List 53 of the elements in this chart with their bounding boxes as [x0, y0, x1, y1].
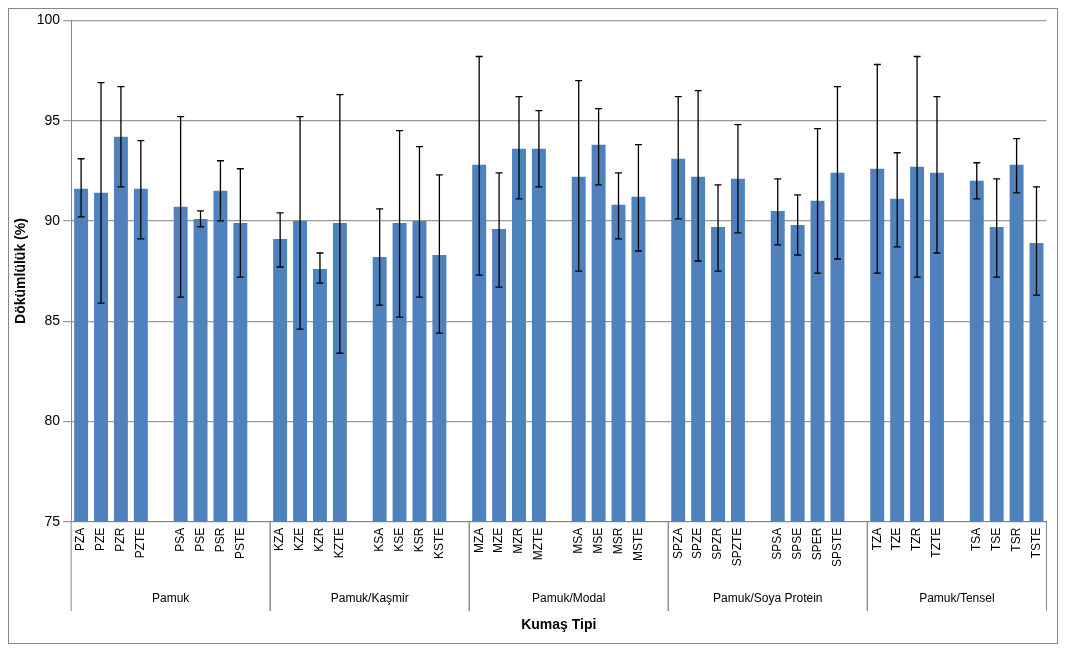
y-tick-label: 95	[44, 111, 61, 128]
y-axis-title: Dökümlülük (%)	[12, 218, 29, 324]
x-tick-label: MZE	[491, 527, 506, 553]
x-tick-label: SPZTE	[730, 527, 745, 567]
x-tick-label: MSA	[571, 527, 586, 554]
x-tick-label: TSTE	[1028, 527, 1043, 559]
x-tick-label: PZR	[113, 527, 128, 552]
x-tick-label: TSE	[989, 527, 1003, 551]
x-tick-label: SPSTE	[829, 527, 844, 568]
x-tick-label: SPSE	[789, 527, 804, 560]
x-tick-label: MZA	[471, 527, 486, 553]
x-tick-label: PSR	[212, 527, 227, 553]
y-tick-label: 80	[44, 412, 61, 429]
x-tick-label: PZTE	[133, 527, 148, 559]
x-tick-label: KZTE	[332, 527, 347, 559]
x-tick-label: TZR	[909, 527, 924, 551]
y-tick-label: 85	[44, 312, 61, 329]
x-tick-label: SPER	[809, 527, 824, 561]
text: Pamuk/Tensel	[919, 591, 995, 606]
x-tick-label: KSTE	[431, 527, 446, 559]
text: Pamuk/Soya Protein	[713, 591, 823, 606]
x-tick-label: MZR	[511, 527, 526, 554]
x-tick-label: KSR	[411, 527, 426, 553]
text: Pamuk	[152, 591, 191, 606]
x-tick-label: MSTE	[630, 527, 645, 561]
x-tick-label: TZTE	[929, 527, 944, 558]
x-tick-label: TSA	[969, 527, 984, 551]
text: Pamuk/Kaşmir	[330, 591, 409, 606]
x-tick-label: TZE	[889, 527, 904, 551]
x-tick-label: SPZE	[690, 527, 705, 559]
y-tick-label: 75	[44, 512, 61, 529]
x-tick-label: PZA	[73, 527, 88, 551]
x-tick-label: PZE	[93, 527, 108, 551]
x-tick-label: SPSA	[770, 527, 785, 560]
x-tick-label: KSA	[371, 527, 386, 552]
x-tick-label: PSE	[192, 527, 207, 552]
x-tick-label: MSE	[590, 527, 605, 554]
x-axis-title: Kumaş Tipi	[521, 615, 597, 632]
y-tick-label: 90	[44, 211, 61, 228]
x-tick-label: KZE	[292, 527, 307, 551]
x-tick-label: KSE	[391, 527, 406, 552]
x-tick-label: TZA	[869, 527, 884, 551]
x-tick-label: KZR	[312, 527, 327, 552]
x-tick-label: MSR	[610, 527, 625, 555]
x-tick-label: PSTE	[232, 527, 247, 559]
x-tick-label: KZA	[272, 527, 287, 551]
x-tick-label: MZTE	[531, 527, 546, 561]
text: Pamuk/Modal	[532, 591, 606, 606]
x-tick-label: PSA	[172, 527, 187, 552]
x-tick-label: SPZR	[710, 527, 725, 560]
y-tick-label: 100	[36, 11, 61, 28]
x-tick-label: TSR	[1008, 527, 1023, 552]
x-tick-label: SPZA	[670, 527, 685, 559]
